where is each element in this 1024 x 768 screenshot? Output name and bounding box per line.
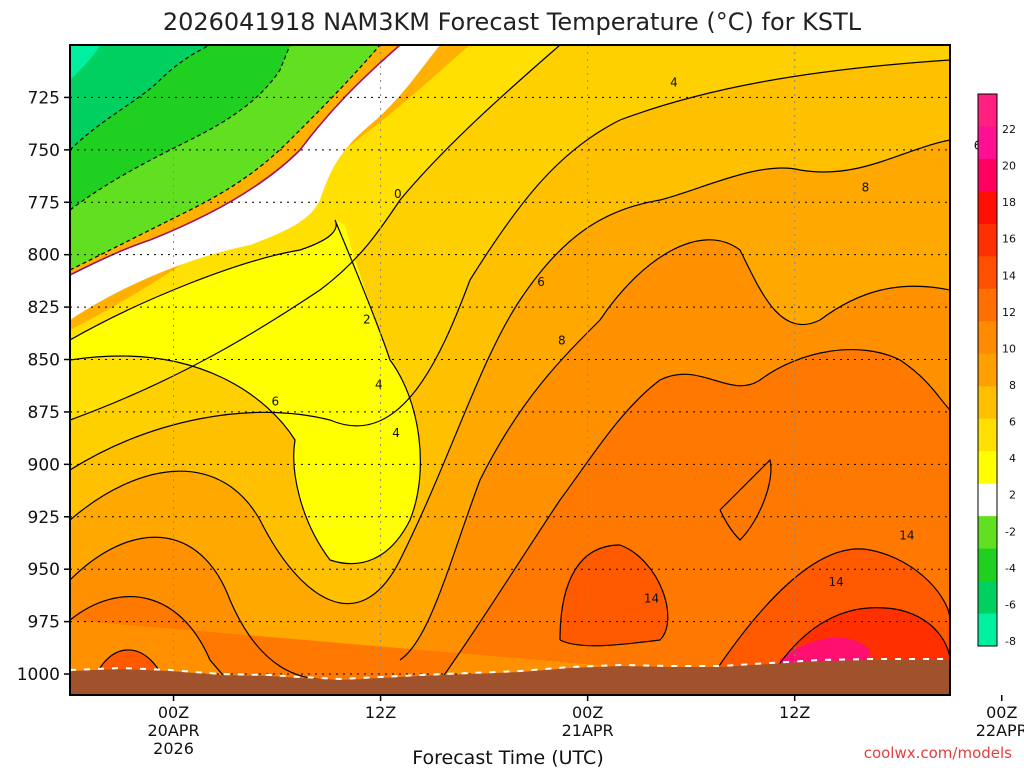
x-axis-label: Forecast Time (UTC) — [412, 747, 603, 768]
contour-label: 8 — [558, 334, 566, 348]
colorbar-label: 2 — [1009, 489, 1016, 502]
x-tick-label: 00Z — [986, 703, 1017, 722]
colorbar-swatch — [978, 613, 997, 647]
temperature-band — [70, 349, 950, 695]
negative-isotherm-line — [70, 45, 291, 211]
isotherm-lines — [70, 45, 950, 695]
y-tick-label: 950 — [28, 560, 60, 580]
colorbar-swatch — [978, 418, 997, 452]
contour-label: 4 — [670, 76, 678, 90]
colorbar-label: 14 — [1002, 269, 1016, 282]
colorbar-label: -6 — [1005, 598, 1016, 611]
temperature-band — [70, 45, 440, 320]
y-tick-label: 875 — [28, 403, 60, 423]
colorbar-swatch — [978, 548, 997, 582]
temperature-band — [70, 45, 100, 80]
colorbar-swatch — [978, 256, 997, 290]
colorbar-label: 10 — [1002, 342, 1016, 355]
y-tick-label: 925 — [28, 508, 60, 528]
contour-label: 0 — [394, 187, 402, 201]
isotherm-line — [759, 607, 950, 695]
y-tick-label: 800 — [28, 246, 60, 266]
x-tick-label: 00Z — [158, 703, 189, 722]
x-tick-label: 21APR — [562, 721, 614, 740]
isotherm-line — [70, 139, 950, 605]
isotherm-line — [70, 239, 950, 681]
isotherm-line — [70, 219, 422, 565]
plot-frame — [69, 44, 951, 696]
y-axis: 725 750 775 800 825 850 875 900 925 950 975 1000 — [17, 88, 70, 685]
y-tick-label: 725 — [28, 88, 60, 108]
y-tick-label: 825 — [28, 298, 60, 318]
colorbar-swatch — [978, 353, 997, 387]
colorbar-label: -4 — [1005, 562, 1016, 575]
contour-label: 14 — [828, 575, 843, 589]
temperature-band — [70, 45, 210, 150]
plot-area — [70, 45, 950, 695]
y-tick-label: 900 — [28, 455, 60, 475]
x-tick-label: 20APR — [147, 721, 199, 740]
isotherm-line — [719, 458, 772, 541]
contour-label: 4 — [375, 378, 383, 392]
contour-label: 6 — [537, 275, 545, 289]
temperature-band — [70, 220, 421, 564]
x-tick-label: 12Z — [365, 703, 396, 722]
x-tick-label: 2026 — [153, 739, 194, 758]
x-tick-label: 12Z — [779, 703, 810, 722]
colorbar-label: 22 — [1002, 123, 1016, 136]
ground-line — [70, 658, 950, 681]
x-tick-label: 22APR — [976, 721, 1024, 740]
colorbar-frame — [977, 93, 998, 647]
colorbar-label: 12 — [1002, 306, 1016, 319]
colorbar-swatch — [978, 321, 997, 355]
isotherm-line — [70, 59, 950, 471]
colorbar-label: 18 — [1002, 196, 1016, 209]
chart-title: 2026041918 NAM3KM Forecast Temperature (… — [163, 8, 862, 36]
contour-label: 6 — [272, 394, 280, 408]
y-tick-label: 775 — [28, 193, 60, 213]
colorbar-label: 16 — [1002, 233, 1016, 246]
contour-label: 14 — [899, 529, 914, 543]
colorbar-swatch — [978, 516, 997, 550]
contour-label: 2 — [363, 313, 371, 327]
contour-label: 4 — [392, 426, 400, 440]
colorbar-swatch — [978, 94, 997, 127]
x-tick-label: 00Z — [572, 703, 603, 722]
y-tick-label: 750 — [28, 141, 60, 161]
temperature-fills — [70, 45, 950, 695]
y-tick-label: 850 — [28, 351, 60, 371]
isotherm-line — [70, 349, 950, 695]
y-tick-label: 1000 — [17, 665, 60, 685]
watermark-text: coolwx.com/models — [864, 744, 1012, 762]
colorbar-label: 8 — [1009, 379, 1016, 392]
contour-label: 8 — [862, 181, 870, 195]
negative-isotherm-line — [70, 45, 381, 271]
colorbar: 22 20 18 16 14 12 10 8 6 4 2 -2 -4 -6 -8 — [977, 93, 1016, 648]
colorbar-swatch — [978, 288, 997, 322]
colorbar-swatch — [978, 191, 997, 225]
colorbar-label: -8 — [1005, 635, 1016, 648]
ground-terrain — [70, 660, 950, 695]
isotherm-line — [70, 45, 561, 421]
colorbar-label: 20 — [1002, 160, 1016, 173]
colorbar-swatch — [978, 451, 997, 485]
colorbar-label: 4 — [1009, 452, 1016, 465]
colorbar-swatch — [978, 223, 997, 257]
colorbar-swatch — [978, 158, 997, 192]
colorbar-swatch — [978, 386, 997, 420]
colorbar-label: 6 — [1009, 416, 1016, 429]
contour-label: 14 — [644, 592, 659, 606]
y-tick-label: 975 — [28, 613, 60, 633]
colorbar-label: -2 — [1005, 525, 1016, 538]
colorbar-swatch — [978, 483, 997, 517]
colorbar-swatch — [978, 581, 997, 615]
temperature-band — [90, 545, 950, 695]
freezing-isotherm-line — [70, 45, 401, 276]
colorbar-swatch — [978, 126, 997, 160]
contour-labels: 024446668810141414 — [272, 76, 982, 606]
